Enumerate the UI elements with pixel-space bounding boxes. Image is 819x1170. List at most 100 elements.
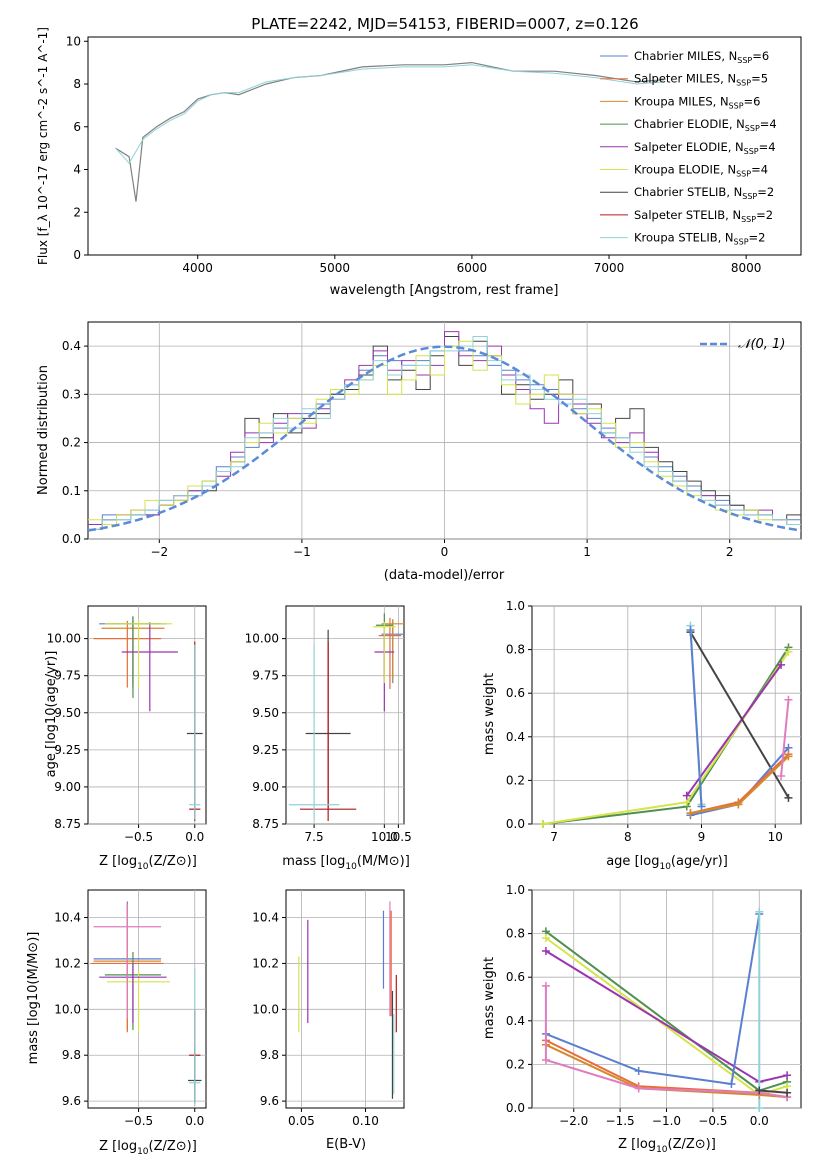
x-tick-label: 1 bbox=[583, 545, 591, 559]
mass-vs-metallicity-panel: −0.5 0.0 9.6 9.8 10.0 10.2 10.4 bbox=[54, 889, 207, 1128]
figure-title: PLATE=2242, MJD=54153, FIBERID=0007, z=0… bbox=[251, 15, 638, 33]
y-tick-label: 8 bbox=[73, 77, 81, 91]
x-tick-label: 7.5 bbox=[305, 830, 324, 844]
spectrum-ylabel: Flux [f_λ 10^-17 erg cm^-2 s^-1 A^-1] bbox=[36, 27, 50, 265]
y-tick-label: 0.1 bbox=[62, 484, 81, 498]
x-tick-label: 9 bbox=[698, 830, 706, 844]
y-tick-label: 10.2 bbox=[54, 956, 81, 970]
p7-xlabel: Z [log10(Z/Z⊙)] bbox=[618, 1137, 716, 1155]
x-tick-label: 5000 bbox=[320, 261, 351, 275]
mass-weight-marker bbox=[784, 752, 793, 761]
age-vs-mass-panel: 7.5 10.010.5 8.75 9.00 9.25 9.50 9.75 10.00 bbox=[245, 605, 412, 844]
y-tick-label: 6 bbox=[73, 120, 81, 134]
x-tick-label: 0.05 bbox=[288, 1114, 315, 1128]
y-tick-label: 9.8 bbox=[260, 1048, 279, 1062]
gaussian-curve bbox=[87, 345, 802, 532]
legend-label: Salpeter ELODIE, NSSP=4 bbox=[634, 140, 776, 156]
legend-label: Kroupa STELIB, NSSP=2 bbox=[634, 231, 765, 247]
x-tick-label: 0.10 bbox=[352, 1114, 379, 1128]
plot-frame bbox=[285, 889, 405, 1109]
p5-ylabel: mass [log10(M/M⊙)] bbox=[26, 932, 41, 1065]
legend-label: Chabrier STELIB, NSSP=2 bbox=[634, 185, 774, 201]
mass-vs-extinction-panel: 0.05 0.10 9.6 9.8 10.0 10.2 10.4 bbox=[252, 889, 405, 1128]
x-tick-label: 0 bbox=[441, 545, 449, 559]
y-tick-label: 0.4 bbox=[506, 730, 525, 744]
mass-weight-marker bbox=[541, 1056, 550, 1065]
mass-weight-line bbox=[545, 1043, 788, 1099]
legend-label: Salpeter MILES, NSSP=5 bbox=[634, 72, 768, 88]
y-tick-label: 0.8 bbox=[506, 927, 525, 941]
x-tick-label: −2 bbox=[150, 545, 168, 559]
x-tick-label: 2 bbox=[726, 545, 734, 559]
mass-weight-marker bbox=[755, 1104, 764, 1112]
x-tick-label: 6000 bbox=[457, 261, 488, 275]
p7-ylabel: mass weight bbox=[482, 957, 497, 1039]
x-tick-label: 4000 bbox=[182, 261, 213, 275]
p5-xlabel: Z [log10(Z/Z⊙)] bbox=[99, 1139, 197, 1157]
mass-weight-marker bbox=[784, 647, 793, 656]
x-tick-label: 0.0 bbox=[750, 1114, 769, 1128]
p2-xlabel: Z [log10(Z/Z⊙)] bbox=[99, 854, 197, 872]
x-tick-label: −2.0 bbox=[559, 1114, 588, 1128]
y-tick-label: 1.0 bbox=[506, 599, 525, 613]
plot-frame bbox=[531, 605, 802, 825]
mass-weight-marker bbox=[777, 660, 786, 669]
y-tick-label: 0.4 bbox=[62, 339, 81, 353]
mass-weight-marker bbox=[727, 1080, 736, 1089]
plot-frame bbox=[87, 889, 207, 1109]
mass-weight-marker bbox=[686, 809, 695, 818]
legend-label: Kroupa ELODIE, NSSP=4 bbox=[634, 163, 768, 179]
mass-weight-line bbox=[545, 913, 761, 1086]
y-tick-label: 9.00 bbox=[252, 780, 279, 794]
x-tick-label: −1.5 bbox=[606, 1114, 635, 1128]
y-tick-label: 9.50 bbox=[252, 706, 279, 720]
p4-xlabel: age [log10(age/yr)] bbox=[606, 854, 728, 872]
y-tick-label: 0.8 bbox=[506, 643, 525, 657]
mass-weight-marker bbox=[541, 981, 550, 990]
x-tick-label: 0.0 bbox=[185, 830, 204, 844]
mass-weight-marker bbox=[783, 1088, 792, 1097]
age-vs-metallicity-panel: −0.5 0.0 8.75 9.00 9.25 9.50 9.75 10.00 bbox=[47, 605, 207, 844]
mass-weight-marker bbox=[682, 791, 691, 800]
y-tick-label: 0.6 bbox=[506, 686, 525, 700]
mass-weight-marker bbox=[541, 947, 550, 956]
x-tick-label: −0.5 bbox=[124, 830, 153, 844]
y-tick-label: 0.6 bbox=[506, 970, 525, 984]
y-tick-label: 2 bbox=[73, 205, 81, 219]
x-tick-label: 7 bbox=[550, 830, 558, 844]
hist-xlabel: (data-model)/error bbox=[384, 568, 505, 583]
y-tick-label: 9.6 bbox=[260, 1094, 279, 1108]
mass-weight-marker bbox=[784, 695, 793, 704]
y-tick-label: 8.75 bbox=[252, 817, 279, 831]
x-tick-label: 10 bbox=[768, 830, 783, 844]
residual-histogram-panel: −2 −1 0 1 2 0.0 0.1 0.2 0.3 0.4 𝒩(0, 1) bbox=[62, 321, 802, 559]
x-tick-label: −0.5 bbox=[124, 1114, 153, 1128]
x-tick-label: 10.0 bbox=[371, 830, 398, 844]
y-tick-label: 10.00 bbox=[47, 632, 81, 646]
y-tick-label: 10.0 bbox=[54, 1002, 81, 1016]
y-tick-label: 10.2 bbox=[252, 956, 279, 970]
legend-label: 𝒩(0, 1) bbox=[738, 337, 785, 352]
y-tick-label: 0.0 bbox=[506, 1101, 525, 1115]
y-tick-label: 0.4 bbox=[506, 1014, 525, 1028]
p3-xlabel: mass [log10(M/M⊙)] bbox=[282, 854, 410, 872]
y-tick-label: 0.2 bbox=[506, 1057, 525, 1071]
x-tick-label: 8000 bbox=[731, 261, 762, 275]
x-tick-label: 8 bbox=[624, 830, 632, 844]
x-tick-label: 10.5 bbox=[385, 830, 412, 844]
x-tick-label: −0.5 bbox=[698, 1114, 727, 1128]
y-tick-label: 0.2 bbox=[506, 773, 525, 787]
mass-weight-vs-metallicity-panel: −2.0 −1.5 −1.0 −0.5 0.0 0.0 0.2 0.4 0.6 0.8 1.0 bbox=[506, 883, 802, 1128]
y-tick-label: 9.00 bbox=[54, 780, 81, 794]
y-tick-label: 10.00 bbox=[245, 632, 279, 646]
mass-weight-vs-age-panel: 7 8 9 10 0.0 0.2 0.4 0.6 0.8 1.0 bbox=[506, 599, 802, 844]
y-tick-label: 0 bbox=[73, 248, 81, 262]
plot-frame bbox=[87, 36, 802, 256]
mass-weight-marker bbox=[783, 1071, 792, 1080]
spectrum-xlabel: wavelength [Angstrom, rest frame] bbox=[330, 283, 559, 298]
mass-weight-line bbox=[542, 651, 790, 825]
histogram-step-line bbox=[88, 340, 801, 525]
mass-weight-marker bbox=[539, 820, 548, 828]
legend-label: Kroupa MILES, NSSP=6 bbox=[634, 94, 760, 110]
